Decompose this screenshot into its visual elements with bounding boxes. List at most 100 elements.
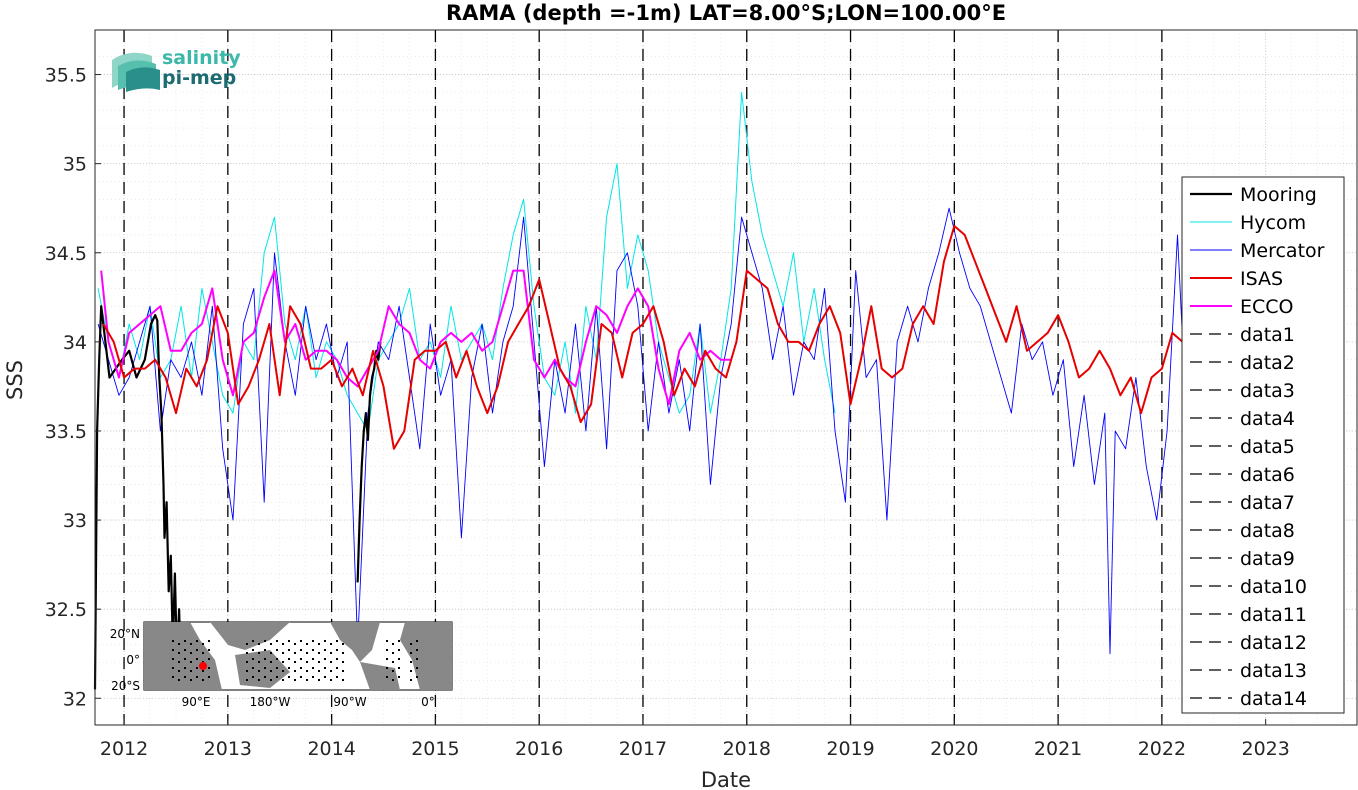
map-station	[410, 643, 412, 645]
map-station	[246, 679, 248, 681]
map-station	[416, 658, 418, 660]
map-station	[276, 640, 278, 642]
plot-frame	[94, 29, 1358, 726]
map-station	[410, 661, 412, 663]
map-station	[196, 667, 198, 669]
legend-label-data2: data2	[1240, 352, 1295, 374]
map-station	[270, 679, 272, 681]
map-station	[312, 649, 314, 651]
map-station	[288, 676, 290, 678]
map-station	[172, 667, 174, 669]
map-station	[288, 667, 290, 669]
map-station	[324, 658, 326, 660]
map-station	[294, 670, 296, 672]
map-station	[270, 643, 272, 645]
map-station	[312, 640, 314, 642]
map-station	[258, 643, 260, 645]
logo-line1: salinity	[162, 47, 241, 69]
map-ytick-2: 0°	[126, 653, 140, 667]
map-station	[342, 643, 344, 645]
map-station	[336, 676, 338, 678]
legend-label-data7: data7	[1240, 492, 1295, 514]
map-station	[386, 667, 388, 669]
logo-line2: pi-mep	[162, 67, 236, 89]
map-station	[392, 670, 394, 672]
map-station	[196, 640, 198, 642]
map-station	[270, 670, 272, 672]
x-tick-label: 2015	[411, 738, 459, 760]
map-station	[306, 670, 308, 672]
legend-label-data12: data12	[1240, 632, 1307, 654]
map-station	[258, 679, 260, 681]
map-station	[330, 670, 332, 672]
x-tick-label: 2021	[1034, 738, 1082, 760]
y-axis: 32 32.5 33 33.5 34 34.5 35 35.5	[45, 65, 101, 710]
map-station	[282, 652, 284, 654]
map-station	[270, 652, 272, 654]
map-station	[318, 643, 320, 645]
x-tick-label: 2018	[723, 738, 771, 760]
map-station	[208, 667, 210, 669]
map-station	[398, 640, 400, 642]
map-station	[324, 649, 326, 651]
map-station	[282, 670, 284, 672]
map-station	[264, 649, 266, 651]
map-station	[398, 676, 400, 678]
map-station	[342, 679, 344, 681]
map-station	[258, 661, 260, 663]
legend-label-data8: data8	[1240, 520, 1295, 542]
legend-label-data9: data9	[1240, 548, 1295, 570]
map-station	[288, 658, 290, 660]
map-station	[202, 652, 204, 654]
map-station	[184, 649, 186, 651]
map-station	[190, 679, 192, 681]
map-station	[392, 661, 394, 663]
x-axis: 2012 2013 2014 2015 2016 2017 2018 2019 2020 2021…	[100, 719, 1290, 760]
map-station	[300, 649, 302, 651]
x-tick-label: 2017	[619, 738, 667, 760]
map-station	[178, 679, 180, 681]
map-station	[196, 649, 198, 651]
map-station	[246, 661, 248, 663]
map-station	[336, 649, 338, 651]
map-station	[324, 667, 326, 669]
map-station	[264, 676, 266, 678]
map-station	[202, 670, 204, 672]
map-station	[172, 676, 174, 678]
map-station	[294, 661, 296, 663]
map-station	[252, 676, 254, 678]
map-station	[330, 661, 332, 663]
y-tick-label: 34	[63, 332, 87, 354]
map-station	[172, 640, 174, 642]
legend-label-data1: data1	[1240, 324, 1295, 346]
inset-map: 20°N 0° 20°S 90°E 180°W 90°W 0°	[110, 621, 453, 709]
map-station	[386, 640, 388, 642]
map-station	[416, 667, 418, 669]
map-station	[276, 667, 278, 669]
legend-label-data11: data11	[1240, 604, 1307, 626]
map-station	[306, 652, 308, 654]
y-tick-label: 35.5	[45, 65, 87, 87]
map-station	[330, 652, 332, 654]
map-station	[196, 658, 198, 660]
map-station	[392, 679, 394, 681]
map-station	[252, 667, 254, 669]
x-tick-label: 2012	[100, 738, 148, 760]
map-station	[342, 670, 344, 672]
map-station	[410, 670, 412, 672]
map-station	[398, 667, 400, 669]
x-tick-label: 2016	[515, 738, 563, 760]
map-station	[252, 658, 254, 660]
map-station	[324, 676, 326, 678]
map-station	[202, 679, 204, 681]
series-isas	[102, 225, 1184, 450]
map-station	[208, 640, 210, 642]
mooring-location-marker	[199, 662, 207, 670]
legend-label-mercator: Mercator	[1240, 240, 1325, 262]
map-station	[386, 649, 388, 651]
series-ecco	[100, 269, 732, 406]
legend-label-mooring: Mooring	[1240, 184, 1317, 206]
legend-label-isas: ISAS	[1240, 268, 1283, 290]
map-station	[246, 652, 248, 654]
